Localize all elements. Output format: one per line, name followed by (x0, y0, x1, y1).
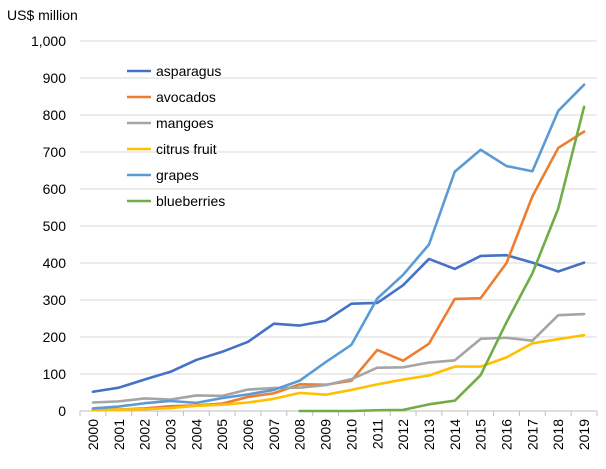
legend-entry: avocados (156, 89, 216, 105)
y-axis-title: US$ million (7, 7, 78, 23)
x-tick-label: 2005 (214, 419, 230, 450)
x-tick-label: 2013 (421, 419, 437, 450)
series-line-mangoes (91, 312, 586, 404)
x-tick-label: 2002 (137, 419, 153, 450)
y-tick-label: 100 (43, 366, 67, 382)
legend-entry: blueberries (156, 193, 225, 209)
y-tick-label: 1,000 (31, 33, 66, 49)
x-tick-label: 2009 (318, 419, 334, 450)
x-tick-label: 2004 (188, 419, 204, 450)
series-line-grapes (91, 83, 586, 410)
y-tick-label: 400 (43, 255, 67, 271)
x-tick-label: 2008 (292, 419, 308, 450)
legend-entry: mangoes (156, 115, 214, 131)
x-tick-label: 2012 (395, 419, 411, 450)
series-lines (91, 83, 586, 413)
y-tick-label: 800 (43, 107, 67, 123)
x-tick-label: 2019 (576, 419, 592, 450)
y-tick-label: 700 (43, 144, 67, 160)
x-tick-label: 2014 (447, 419, 463, 450)
axes: 0 100 200 300 400 500 600 700 800 900 1,000 2000 200… (31, 33, 598, 450)
legend-entry: citrus fruit (156, 141, 217, 157)
y-tick-label: 900 (43, 70, 67, 86)
series-line-asparagus (91, 253, 586, 394)
y-tick-label: 600 (43, 181, 67, 197)
x-tick-label: 2018 (550, 419, 566, 450)
x-tick-label: 2015 (473, 419, 489, 450)
gridlines (80, 40, 597, 375)
y-tick-label: 300 (43, 292, 67, 308)
x-tick-label: 2017 (524, 419, 540, 450)
legend-entry: grapes (156, 167, 199, 183)
series-line-blueberries (298, 105, 586, 413)
x-tick-label: 2007 (266, 419, 282, 450)
y-tick-label: 0 (58, 403, 66, 419)
x-tick-label: 2010 (343, 419, 359, 450)
x-tick-label: 2000 (85, 419, 101, 450)
x-tick-label: 2016 (499, 419, 515, 450)
x-tick-label: 2003 (162, 419, 178, 450)
y-tick-label: 500 (43, 218, 67, 234)
x-tick-label: 2011 (369, 419, 385, 449)
x-tick-label: 2006 (240, 419, 256, 450)
x-tick-label: 2001 (111, 419, 127, 450)
legend: asparagus avocados mangoes citrus fruit grap… (127, 63, 225, 209)
series-line-citrus-fruit (91, 333, 586, 412)
legend-entry: asparagus (156, 63, 221, 79)
y-tick-label: 200 (43, 329, 67, 345)
